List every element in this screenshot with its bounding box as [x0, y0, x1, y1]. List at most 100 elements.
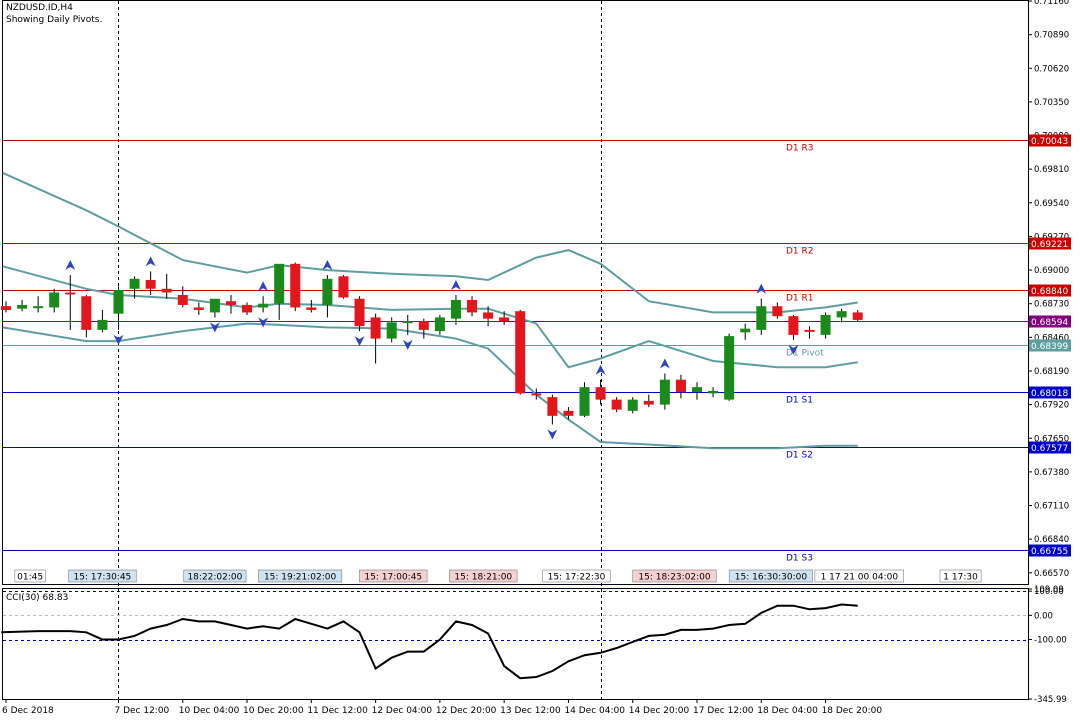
price-tick-label: 0.67110 — [1034, 502, 1069, 512]
fractal-down-icon — [788, 344, 799, 355]
bear-candle — [161, 288, 172, 293]
cci-tick-label: -100.00 — [1034, 636, 1067, 646]
bear-candle — [595, 387, 606, 400]
session-tag-text: 15: 17:00:45 — [364, 573, 422, 583]
bull-candle — [113, 290, 124, 314]
price-tick-label: 0.70620 — [1034, 64, 1069, 74]
bear-candle — [772, 306, 783, 317]
cci-tick-label: 0.00 — [1034, 611, 1053, 621]
bear-candle — [563, 410, 574, 416]
time-tick-label: 7 Dec 12:00 — [114, 706, 169, 716]
cci-tick-label: 100.00 — [1034, 587, 1064, 597]
fractal-down-icon — [354, 336, 365, 347]
fractal-down-icon — [402, 339, 413, 350]
cci-title: CCI(30) 68.83 — [6, 593, 68, 603]
bull-candle — [97, 319, 108, 330]
bull-candle — [820, 314, 831, 335]
session-tag — [68, 569, 137, 583]
time-tick-label: 6 Dec 2018 — [2, 706, 54, 716]
pivot-price-tag — [1029, 339, 1071, 352]
bear-candle — [547, 397, 558, 416]
session-tag — [258, 569, 343, 583]
session-tag — [183, 569, 247, 583]
pivot-price-text: 0.68399 — [1031, 342, 1068, 352]
bull-candle — [724, 336, 735, 400]
bull-candle — [129, 278, 140, 289]
pivot-level-label: D1 R1 — [786, 294, 814, 304]
time-tick-label: 12 Dec 04:00 — [372, 706, 433, 716]
fractal-up-icon — [322, 260, 333, 271]
session-tag — [939, 569, 982, 583]
bear-candle — [65, 292, 76, 295]
price-tick-label: 0.68190 — [1034, 367, 1069, 377]
session-tag — [728, 569, 813, 583]
bull-candle — [579, 387, 590, 416]
price-tick-label: 0.69270 — [1034, 232, 1069, 242]
session-tag-text: 15: 16:30:30:00 — [735, 573, 808, 583]
pivot-price-text: 0.68018 — [1031, 389, 1068, 399]
time-tick-label: 14 Dec 20:00 — [629, 706, 690, 716]
vertical-separators — [118, 1, 602, 699]
session-tag-text: 15: 19:21:02:00 — [264, 573, 337, 583]
session-tag-text: 15: 18:23:02:00 — [638, 573, 711, 583]
bear-candle — [354, 298, 365, 327]
bear-candle — [418, 321, 429, 330]
band-lower — [2, 322, 858, 450]
cci-plot-border — [2, 588, 1029, 700]
bull-candle — [274, 263, 285, 304]
time-tick-label: 18 Dec 04:00 — [757, 706, 818, 716]
pivot-price-text: 0.67577 — [1031, 444, 1068, 454]
session-tag-text: 1 17 21 00 04:00 — [821, 573, 899, 583]
session-tag-text: 15: 17:30:45 — [74, 573, 132, 583]
session-tag-text: 15: 17:22:30 — [548, 573, 606, 583]
cci-tick-label: -345.99 — [1034, 695, 1067, 705]
bull-candle — [17, 304, 28, 309]
bear-candle — [852, 312, 863, 320]
fractal-up-icon — [65, 260, 76, 271]
band-upper — [2, 171, 858, 314]
session-tags: 01:45 15: 17:30:45 18:22:02:00 15: 19:21:02… — [14, 569, 982, 583]
fractal-up-icon — [258, 281, 269, 292]
pivot-price-tag — [1029, 134, 1071, 147]
pivot-level-label: D1 R2 — [786, 247, 814, 257]
fractal-up-icon — [145, 256, 156, 267]
price-tick-label: 0.70890 — [1034, 31, 1069, 41]
time-tick-label: 17 Dec 12:00 — [693, 706, 754, 716]
pivot-level-label: D1 S3 — [786, 554, 813, 564]
pivot-price-labels: 0.70043 0.69221 0.68840 0.68399 0.68018 0.675… — [1029, 134, 1071, 557]
symbol-header: NZDUSD.ID,H4 — [6, 3, 73, 13]
bull-candle — [692, 387, 703, 393]
pivot-level-label: D1 Pivot — [786, 349, 824, 359]
bear-candle — [499, 317, 510, 322]
bull-candle — [33, 306, 44, 309]
bull-candle — [450, 299, 461, 319]
bull-candle — [322, 278, 333, 305]
time-tick-label: 11 Dec 12:00 — [307, 706, 368, 716]
fractal-up-icon — [595, 364, 606, 375]
bollinger-bands — [2, 171, 858, 450]
price-tick-label: 0.66840 — [1034, 535, 1069, 545]
fractals — [65, 256, 799, 440]
pivot-price-tag — [1029, 544, 1071, 557]
bear-candle — [338, 276, 349, 298]
bear-candle — [515, 311, 526, 394]
chart-frame — [2, 0, 1029, 700]
bull-candle — [708, 390, 719, 394]
session-tag-text: 18:22:02:00 — [187, 573, 242, 583]
session-tag — [632, 569, 717, 583]
price-tick-label: 0.67920 — [1034, 401, 1069, 411]
bear-candle — [467, 299, 478, 313]
pivot-level-label: D1 S2 — [786, 451, 813, 461]
bear-candle — [193, 307, 204, 310]
session-tag — [542, 569, 611, 583]
session-tag-text: 01:45 — [17, 573, 43, 583]
cci-line — [1, 603, 858, 680]
session-tag — [449, 569, 518, 583]
session-tag — [359, 569, 428, 583]
time-tick-label: 12 Dec 20:00 — [436, 706, 497, 716]
price-tick-label: 0.68730 — [1034, 300, 1069, 310]
pivot-price-text: 0.68840 — [1031, 287, 1068, 297]
cci-tick-label: 109.09 — [1034, 585, 1064, 595]
